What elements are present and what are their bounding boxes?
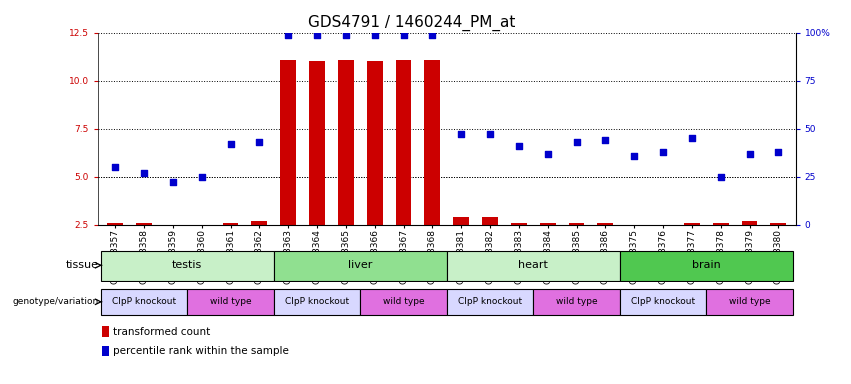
Bar [223, 223, 238, 225]
Bar [534, 290, 620, 315]
Bar [447, 251, 620, 281]
Bar [706, 290, 793, 315]
Bar [568, 223, 585, 225]
Point [224, 141, 237, 147]
Text: ClpP knockout: ClpP knockout [458, 297, 523, 306]
Bar [620, 290, 706, 315]
Bar [100, 251, 274, 281]
Point [656, 149, 670, 155]
Bar [454, 217, 469, 225]
Bar [274, 251, 447, 281]
Bar [309, 61, 325, 225]
Point [397, 31, 410, 38]
Point [772, 149, 785, 155]
Text: wild type: wild type [728, 297, 770, 306]
Point [512, 143, 526, 149]
Point [282, 31, 295, 38]
Bar [280, 60, 296, 225]
Text: testis: testis [172, 260, 203, 270]
Bar [187, 290, 274, 315]
Bar [102, 346, 109, 356]
Bar [100, 290, 187, 315]
Bar [713, 223, 728, 225]
Point [743, 151, 757, 157]
Bar [511, 223, 527, 225]
Text: ClpP knockout: ClpP knockout [112, 297, 176, 306]
Bar [338, 60, 354, 225]
Point [339, 31, 352, 38]
Bar [741, 221, 757, 225]
Point [195, 174, 208, 180]
Point [714, 174, 728, 180]
Bar [136, 223, 152, 225]
Point [541, 151, 555, 157]
Text: genotype/variation: genotype/variation [12, 297, 99, 306]
Bar [396, 60, 411, 225]
Point [569, 139, 583, 145]
Text: ClpP knockout: ClpP knockout [631, 297, 695, 306]
Text: percentile rank within the sample: percentile rank within the sample [113, 346, 289, 356]
Text: brain: brain [692, 260, 721, 270]
Point [253, 139, 266, 145]
Point [137, 170, 151, 176]
Text: transformed count: transformed count [113, 327, 210, 337]
Point [483, 131, 497, 137]
Point [311, 31, 324, 38]
Bar [367, 61, 383, 225]
Text: wild type: wild type [209, 297, 251, 306]
Point [166, 179, 180, 185]
Bar [274, 290, 360, 315]
Text: tissue: tissue [66, 260, 99, 270]
Bar [597, 223, 614, 225]
Point [685, 135, 699, 141]
Text: liver: liver [348, 260, 373, 270]
Bar [425, 60, 440, 225]
Bar [620, 251, 793, 281]
Text: heart: heart [518, 260, 548, 270]
Bar [102, 326, 109, 337]
Bar [684, 223, 700, 225]
Title: GDS4791 / 1460244_PM_at: GDS4791 / 1460244_PM_at [308, 15, 516, 31]
Point [368, 31, 381, 38]
Text: wild type: wild type [383, 297, 425, 306]
Bar [360, 290, 447, 315]
Bar [540, 223, 556, 225]
Text: ClpP knockout: ClpP knockout [285, 297, 349, 306]
Bar [251, 221, 267, 225]
Point [454, 131, 468, 137]
Bar [107, 223, 123, 225]
Text: wild type: wild type [556, 297, 597, 306]
Point [598, 137, 612, 143]
Point [627, 152, 641, 159]
Bar [447, 290, 534, 315]
Bar [770, 223, 786, 225]
Bar [483, 217, 498, 225]
Point [108, 164, 122, 170]
Point [426, 31, 439, 38]
